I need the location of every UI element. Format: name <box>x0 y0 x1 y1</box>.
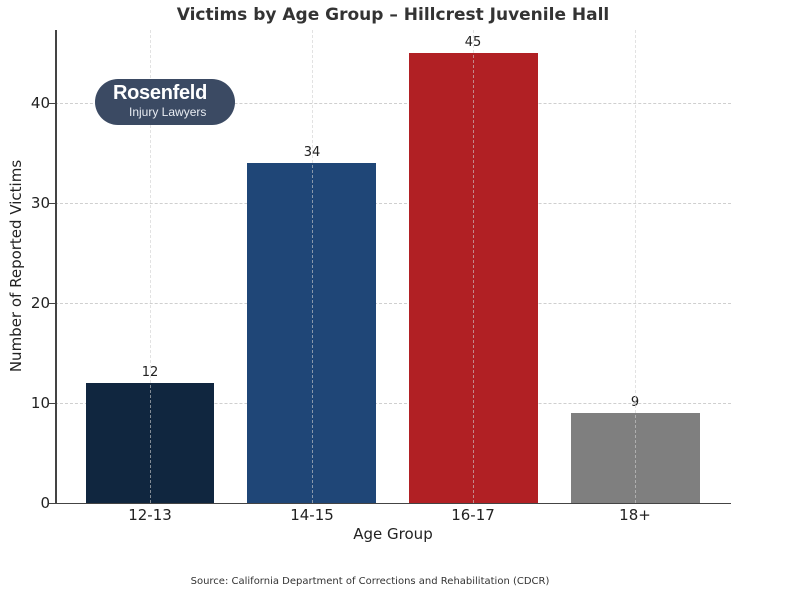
ytick-label: 0 <box>40 494 50 512</box>
bar-14-15 <box>247 163 376 503</box>
ytick-label: 20 <box>30 294 50 312</box>
gridline-20 <box>55 303 731 304</box>
ytick-20 <box>49 303 55 304</box>
source-note: Source: California Department of Correct… <box>190 576 550 587</box>
gridline-10 <box>55 403 731 404</box>
vgridline-12-13 <box>150 30 151 503</box>
ytick-label: 40 <box>30 94 50 112</box>
xtick-label: 12-13 <box>128 506 172 524</box>
y-axis-label: Number of Reported Victims <box>7 159 25 373</box>
ytick-0 <box>49 503 55 504</box>
xtick-label: 16-17 <box>451 506 495 524</box>
ytick-30 <box>49 203 55 204</box>
logo-name: Rosenfeld <box>113 82 207 104</box>
bar-value-label: 12 <box>141 365 159 380</box>
vgridline-18plus <box>635 30 636 503</box>
bar-value-label: 45 <box>464 35 482 50</box>
ytick-label: 10 <box>30 394 50 412</box>
x-axis-label: Age Group <box>353 525 433 543</box>
ytick-40 <box>49 103 55 104</box>
y-axis-line <box>55 30 57 503</box>
logo-subtitle: Injury Lawyers <box>129 105 207 119</box>
bar-value-label: 34 <box>303 145 321 160</box>
plot-area: 12 34 45 9 <box>49 30 731 504</box>
ytick-10 <box>49 403 55 404</box>
gridline-30 <box>55 203 731 204</box>
chart-title: Victims by Age Group – Hillcrest Juvenil… <box>176 5 610 25</box>
gridline-40 <box>55 103 731 104</box>
ytick-label: 30 <box>30 194 50 212</box>
xtick-label: 14-15 <box>290 506 334 524</box>
x-axis-line <box>55 502 731 504</box>
vgridline-16-17 <box>473 30 474 503</box>
xtick-label: 18+ <box>619 506 651 524</box>
vgridline-14-15 <box>312 30 313 503</box>
rosenfeld-logo: Rosenfeld Injury Lawyers <box>95 79 235 125</box>
